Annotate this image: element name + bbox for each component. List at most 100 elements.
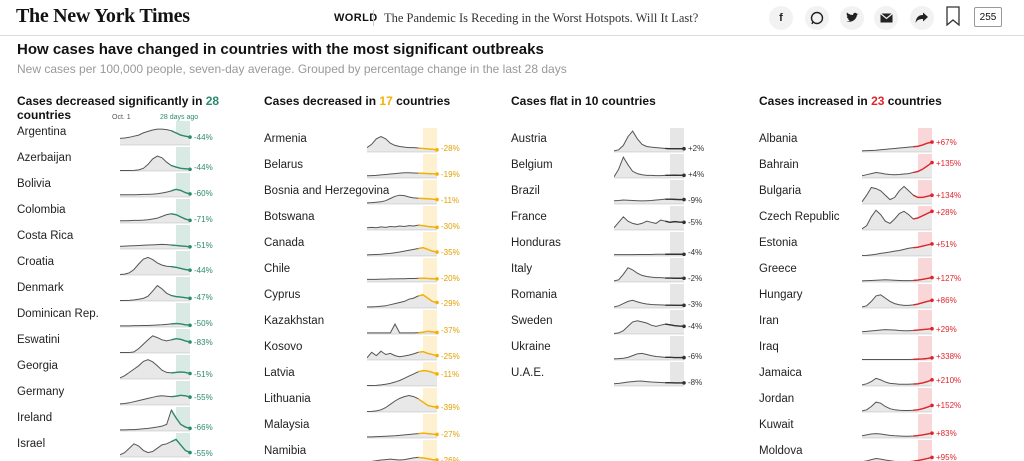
last-28-days-band — [176, 225, 190, 249]
country-row[interactable]: Israel -55% — [17, 433, 232, 459]
country-row[interactable]: Malaysia -27% — [264, 414, 479, 440]
latest-value-dot — [682, 276, 686, 281]
twitter-icon[interactable] — [840, 6, 864, 30]
cases-area — [862, 162, 932, 178]
percent-change: +127% — [936, 273, 962, 283]
latest-value-dot — [188, 296, 192, 301]
country-name: Eswatini — [17, 334, 60, 346]
country-row[interactable]: Latvia -11% — [264, 362, 479, 388]
email-icon[interactable] — [874, 6, 898, 30]
country-row[interactable]: U.A.E. -8% — [511, 362, 726, 388]
country-row[interactable]: Moldova +95% — [759, 440, 989, 461]
country-row[interactable]: France -5% — [511, 206, 726, 232]
last-28-days-band — [423, 414, 437, 438]
country-row[interactable]: Ireland -66% — [17, 407, 232, 433]
country-row[interactable]: Colombia -71% — [17, 199, 232, 225]
country-row[interactable]: Iraq +338% — [759, 336, 989, 362]
country-row[interactable]: Denmark -47% — [17, 277, 232, 303]
section-label[interactable]: WORLD — [334, 12, 378, 24]
latest-value-dot — [435, 353, 439, 358]
country-row[interactable]: Germany -55% — [17, 381, 232, 407]
country-row[interactable]: Eswatini -83% — [17, 329, 232, 355]
whatsapp-icon[interactable] — [805, 6, 829, 30]
country-row[interactable]: Austria +2% — [511, 128, 726, 154]
sparkline — [862, 180, 934, 205]
latest-value-dot — [930, 193, 934, 197]
recent-trend-line — [171, 130, 191, 138]
country-row[interactable]: Jordan +152% — [759, 388, 989, 414]
group-heading: Cases increased in 23 countries — [759, 94, 989, 122]
country-row[interactable]: Azerbaijan -44% — [17, 147, 232, 173]
country-row[interactable]: Jamaica +210% — [759, 362, 989, 388]
latest-value-dot — [435, 432, 439, 437]
country-row[interactable]: Romania -3% — [511, 284, 726, 310]
country-name: Hungary — [759, 289, 803, 301]
percent-change: -9% — [688, 195, 703, 205]
sparkline — [367, 336, 439, 361]
country-row[interactable]: Iran +29% — [759, 310, 989, 336]
latest-value-dot — [682, 355, 686, 360]
country-row[interactable]: Kazakhstan -37% — [264, 310, 479, 336]
country-name: Jordan — [759, 393, 795, 405]
country-name: Austria — [511, 133, 547, 145]
country-row[interactable]: Albania +67% — [759, 128, 989, 154]
country-name: Georgia — [17, 360, 58, 372]
country-row[interactable]: Brazil -9% — [511, 180, 726, 206]
country-row[interactable]: Kuwait +83% — [759, 414, 989, 440]
bookmark-icon[interactable] — [946, 6, 960, 26]
cases-area — [862, 328, 932, 334]
country-row[interactable]: Croatia -44% — [17, 251, 232, 277]
country-row[interactable]: Czech Republic +28% — [759, 206, 989, 232]
share-icon[interactable] — [910, 6, 934, 30]
latest-value-dot — [930, 209, 934, 214]
recent-trend-line — [913, 328, 933, 332]
group-count: 23 — [871, 94, 885, 108]
country-row[interactable]: Argentina -44% Oct. 1 28 days ago — [17, 114, 232, 147]
country-row[interactable]: Kosovo -25% — [264, 336, 479, 362]
country-row[interactable]: Bahrain +135% — [759, 154, 989, 180]
country-row[interactable]: Belgium +4% — [511, 154, 726, 180]
country-row[interactable]: Lithuania -39% — [264, 388, 479, 414]
percent-change: -19% — [441, 170, 460, 179]
country-row[interactable]: Namibia -26% — [264, 440, 479, 461]
cases-area — [367, 351, 437, 360]
country-row[interactable]: Dominican Rep. -50% — [17, 303, 232, 329]
country-row[interactable]: Belarus -19% — [264, 154, 479, 180]
percent-change: -55% — [194, 448, 213, 458]
latest-value-dot — [930, 140, 934, 144]
country-row[interactable]: Costa Rica -51% — [17, 225, 232, 251]
sparkline — [614, 336, 686, 361]
percent-change: -44% — [194, 163, 213, 172]
axis-28-days-label: 28 days ago — [160, 114, 199, 121]
sparkline — [614, 362, 686, 387]
percent-change: +135% — [936, 158, 962, 168]
comments-button[interactable]: 255 — [974, 7, 1002, 27]
country-name: Greece — [759, 263, 797, 275]
country-row[interactable]: Bulgaria +134% — [759, 180, 989, 206]
last-28-days-band — [423, 206, 437, 230]
country-row[interactable]: Sweden -4% — [511, 310, 726, 336]
country-row[interactable]: Greece +127% — [759, 258, 989, 284]
cases-area — [614, 216, 684, 230]
country-row[interactable]: Canada -35% — [264, 232, 479, 258]
country-name: Argentina — [17, 126, 67, 138]
country-row[interactable]: Georgia -51% — [17, 355, 232, 381]
country-row[interactable]: Cyprus -29% — [264, 284, 479, 310]
country-row[interactable]: Botswana -30% — [264, 206, 479, 232]
country-row[interactable]: Honduras -4% — [511, 232, 726, 258]
facebook-icon[interactable]: f — [769, 6, 793, 30]
country-row[interactable]: Estonia +51% — [759, 232, 989, 258]
country-row[interactable]: Chile -20% — [264, 258, 479, 284]
country-row[interactable]: Bosnia and Herzegovina -11% — [264, 180, 479, 206]
country-row[interactable]: Hungary +86% — [759, 284, 989, 310]
country-row[interactable]: Italy -2% — [511, 258, 726, 284]
sparkline — [367, 180, 439, 205]
nyt-logo[interactable]: The New York Times — [16, 5, 190, 27]
group-heading-prefix: Cases decreased in — [264, 94, 380, 108]
country-row[interactable]: Bolivia -60% — [17, 173, 232, 199]
cases-area — [866, 457, 932, 461]
country-row[interactable]: Armenia -28% — [264, 128, 479, 154]
percent-change: +4% — [688, 170, 705, 179]
country-name: Belgium — [511, 159, 553, 171]
country-row[interactable]: Ukraine -6% — [511, 336, 726, 362]
